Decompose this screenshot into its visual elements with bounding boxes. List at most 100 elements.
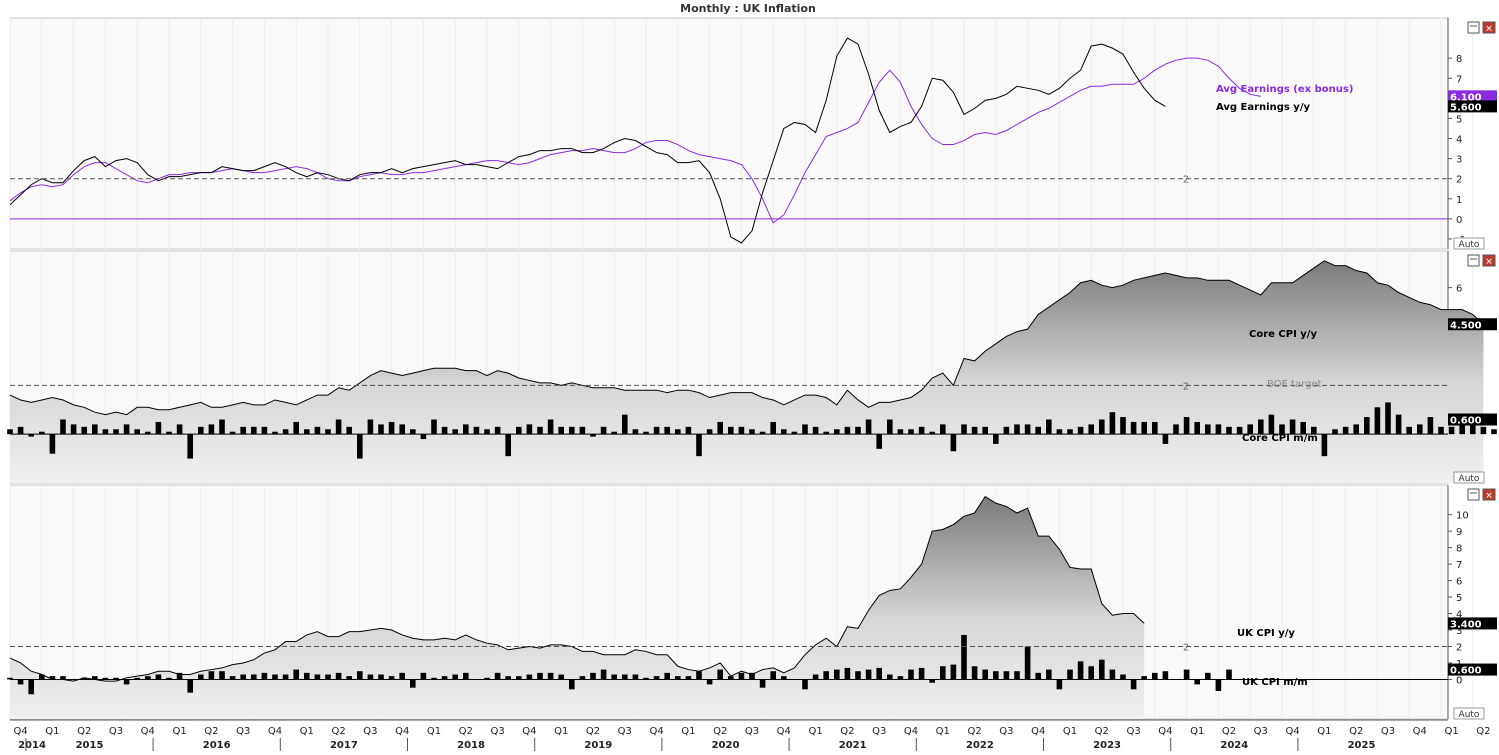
last-value-tag [1448, 663, 1497, 676]
bar [738, 672, 745, 680]
bar [823, 431, 829, 435]
bar [812, 674, 819, 680]
bar [1194, 421, 1200, 435]
last-value-label: 4.500 [1450, 320, 1482, 331]
quarter-label: Q4 [1413, 726, 1427, 737]
bar [229, 431, 236, 435]
panel-close-icon: ✕ [1485, 258, 1493, 268]
bar [971, 426, 978, 435]
bar [547, 672, 554, 680]
quarter-label: Q4 [904, 726, 918, 737]
quarter-label: Q3 [618, 726, 632, 737]
bar [1067, 669, 1073, 680]
quarter-label: Q2 [1349, 726, 1363, 737]
quarter-label: Q2 [204, 726, 218, 737]
bar [198, 426, 204, 435]
y-tick-label: 8 [1456, 54, 1462, 65]
bar [431, 677, 437, 680]
last-value-label: 3.400 [1450, 619, 1482, 630]
bar [431, 419, 437, 435]
bar [558, 426, 564, 435]
panel-close-icon[interactable] [1482, 488, 1496, 501]
y-tick-label: 7 [1456, 560, 1462, 571]
quarter-label: Q3 [363, 726, 377, 737]
chart-title: Monthly : UK Inflation [680, 2, 816, 15]
bar [590, 434, 596, 437]
y-tick-label: 5 [1456, 593, 1462, 604]
bar [685, 676, 692, 680]
quarter-label: Q1 [936, 726, 950, 737]
bar [706, 679, 713, 685]
quarter-label: Q2 [459, 726, 473, 737]
bar [696, 671, 702, 680]
bar [70, 424, 77, 435]
panel-restore-icon[interactable] [1467, 21, 1480, 34]
bar [7, 677, 13, 680]
bar [7, 429, 13, 435]
panel-restore-icon[interactable] [1467, 488, 1480, 501]
last-value-tag [1448, 318, 1497, 331]
series-line [9, 495, 1145, 682]
bar [961, 424, 967, 435]
bar [367, 674, 374, 680]
panel-restore-icon[interactable] [1467, 254, 1480, 267]
bar [1342, 426, 1349, 435]
auto-scale-button[interactable] [1453, 707, 1485, 720]
year-label: 2017 [330, 740, 358, 751]
bar [918, 426, 925, 435]
bar [887, 674, 893, 680]
bar [569, 426, 575, 435]
y-tick-label: 9 [1456, 527, 1462, 538]
bar [855, 671, 861, 680]
bar [876, 667, 882, 680]
bar [1258, 419, 1264, 435]
bar [759, 431, 766, 435]
bar [314, 674, 321, 680]
bar [410, 429, 416, 435]
bar [49, 434, 56, 454]
bar [335, 419, 342, 435]
bar [1406, 426, 1412, 435]
bar [441, 676, 448, 680]
quarter-label: Q3 [872, 726, 886, 737]
panel-close-icon[interactable] [1482, 254, 1496, 267]
bar [240, 426, 246, 435]
quarter-label: Q2 [586, 726, 600, 737]
year-label: 2019 [584, 740, 612, 751]
bar [1120, 417, 1126, 435]
quarter-label: Q4 [395, 726, 409, 737]
last-value-label: 5.600 [1450, 102, 1482, 113]
year-label: 2020 [712, 740, 740, 751]
bar [1395, 414, 1402, 435]
year-label: 2014 [18, 740, 46, 751]
bar [113, 429, 119, 435]
bar [940, 666, 946, 680]
bar [60, 419, 66, 435]
bar [717, 421, 723, 435]
auto-scale-button[interactable] [1453, 237, 1485, 250]
bar [463, 424, 469, 435]
panel-close-icon: ✕ [1485, 492, 1493, 502]
bar [569, 679, 575, 690]
bar [749, 672, 755, 680]
quarter-label: Q1 [172, 726, 186, 737]
bar [908, 429, 914, 435]
panel-close-icon[interactable] [1482, 21, 1496, 34]
bar [632, 429, 639, 435]
bar [1311, 426, 1317, 435]
bar [865, 669, 872, 680]
bar [123, 679, 130, 685]
bar [918, 667, 925, 680]
bar [145, 676, 151, 680]
bar [367, 419, 374, 435]
quarter-label: Q1 [300, 726, 314, 737]
bar [1364, 417, 1370, 435]
bar [1300, 421, 1306, 435]
bar [134, 677, 140, 680]
series-line [9, 260, 1484, 416]
y-tick-label: 0 [1456, 675, 1462, 686]
bar [579, 676, 586, 680]
auto-scale-button[interactable] [1453, 471, 1485, 484]
bar [685, 426, 692, 435]
